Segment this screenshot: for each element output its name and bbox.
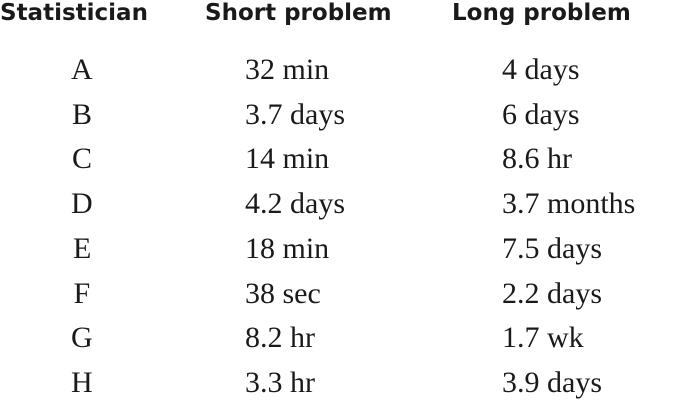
long-time: 6 days	[502, 97, 580, 131]
statistician: D	[71, 187, 93, 221]
long-time: 3.7 months	[502, 187, 636, 221]
short-time: 8.2 hr	[245, 321, 315, 355]
short-time: 18 min	[245, 231, 330, 265]
short-time: 3.7 days	[245, 97, 345, 131]
statistician: C	[72, 142, 93, 176]
statistician: F	[73, 276, 91, 310]
statistician: B	[72, 97, 93, 131]
long-time: 3.9 days	[502, 365, 602, 399]
short-time: 4.2 days	[245, 187, 345, 221]
long-time: 7.5 days	[502, 231, 602, 265]
long-time: 4 days	[502, 53, 580, 86]
statistician: A	[71, 53, 93, 86]
column-header: Long problem	[452, 0, 631, 26]
short-time: 14 min	[245, 142, 330, 176]
long-time: 8.6 hr	[502, 142, 572, 176]
long-time: 1.7 wk	[502, 321, 584, 355]
statistician: G	[71, 321, 93, 355]
long-time: 2.2 days	[502, 276, 602, 310]
column-header: Statistician	[0, 0, 148, 26]
short-time: 38 sec	[245, 276, 321, 310]
short-time: 3.3 hr	[245, 365, 315, 399]
column-header: Short problem	[205, 0, 392, 26]
short-time: 32 min	[245, 53, 330, 86]
statistician: E	[73, 231, 92, 265]
statistician: H	[71, 365, 93, 399]
